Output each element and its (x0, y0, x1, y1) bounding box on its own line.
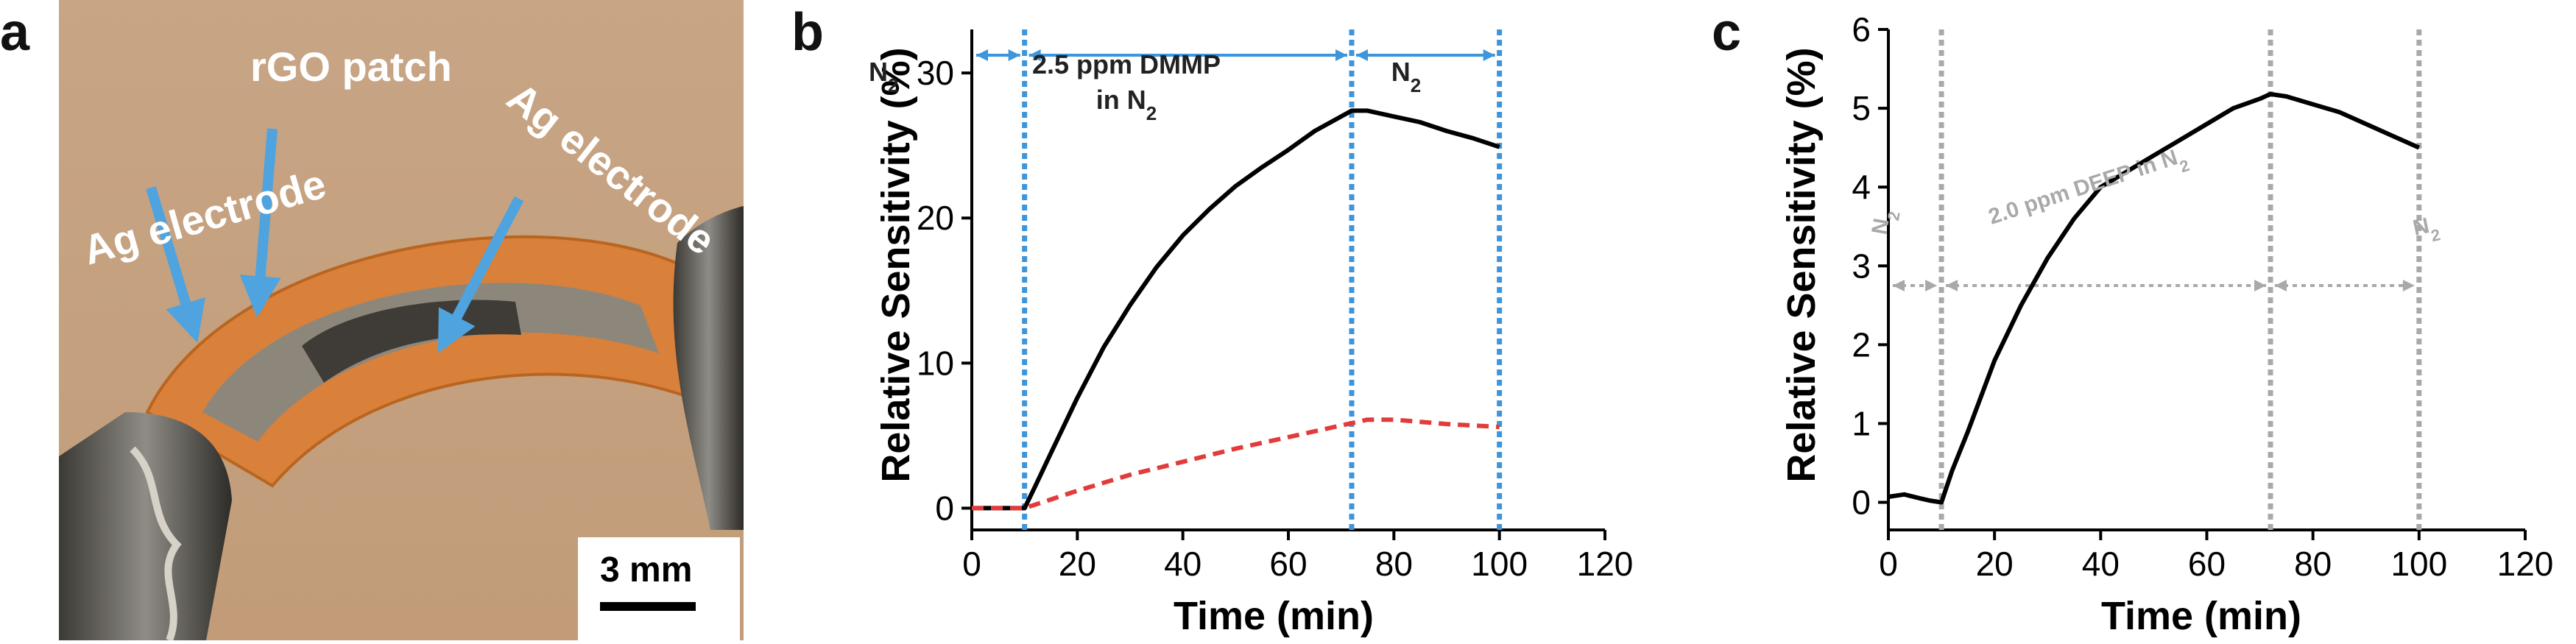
arrow-ag-electrode-left (146, 185, 205, 343)
chart-c-annot-exposure: 2.0 ppm DEEP in N2 (1986, 143, 2192, 237)
chart-c-xtick-label: 40 (2082, 545, 2120, 583)
chart-c-arrowhead (1925, 280, 1938, 291)
chart-c-ytick-label: 6 (1852, 10, 1871, 49)
chart-c-xtick-label: 80 (2294, 545, 2332, 583)
chart-b-series-1 (972, 417, 1500, 511)
arrow-ag-electrode-right (437, 196, 524, 353)
chart-b-xtick-label: 40 (1164, 545, 1201, 583)
chart-b-annot-exposure-line1: 2.5 ppm DMMP (1032, 49, 1221, 79)
chart-b-arrowhead (976, 49, 988, 61)
chart-c-annot-n2-right: N2 (2411, 212, 2442, 249)
chart-b-arrowhead (1335, 49, 1347, 61)
chart-b-xtick-label: 120 (1577, 545, 1634, 583)
chart-b-xtick-label: 100 (1471, 545, 1528, 583)
chart-c-ytick-label: 5 (1852, 89, 1871, 127)
chart-b-annot-n2-right: N2 (1391, 57, 1421, 96)
chart-b-arrowhead (1028, 49, 1041, 61)
chart-c-xtick-label: 60 (2188, 545, 2226, 583)
chart-b-ylabel: Relative Sensitivity (%) (874, 47, 918, 482)
chart-c-arrowhead (2275, 280, 2287, 291)
chart-b-arrowhead (1356, 49, 1368, 61)
chart-b-arrowhead (1008, 49, 1020, 61)
chart-c-xtick-label: 120 (2497, 545, 2554, 583)
chart-c-ytick-label: 2 (1852, 325, 1871, 364)
right-clip (673, 206, 744, 530)
panel-label-c: c (1712, 3, 1742, 62)
panel-label-a: a (0, 3, 30, 62)
chart-c-ytick-label: 4 (1852, 168, 1871, 206)
chart-c-xtick-label: 20 (1976, 545, 2014, 583)
chart-b-ytick-label: 10 (917, 344, 954, 382)
left-clip (59, 412, 232, 640)
chart-c-arrowhead (2254, 280, 2266, 291)
chart-b-xtick-label: 20 (1059, 545, 1096, 583)
chart-c-annot-n2-left: N2 (1867, 208, 1903, 238)
scale-bar-box (578, 537, 740, 640)
chart-c-ytick-label: 1 (1852, 404, 1871, 442)
chart-c-arrowhead (1893, 280, 1905, 291)
chart-b-arrowhead (1483, 49, 1495, 61)
chart-b-ytick-label: 30 (917, 54, 954, 92)
chart-b-xtick-label: 0 (962, 545, 981, 583)
chart-c-xlabel: Time (min) (2101, 594, 2301, 638)
chart-c-arrowhead (1946, 280, 1958, 291)
chart-b-dmmp: 0 20 40 60 80 100 120 0 10 20 30 Time (min) Relati… (869, 29, 1634, 638)
chart-c-xtick-label: 0 (1879, 545, 1898, 583)
chart-b-ytick-label: 0 (935, 489, 954, 527)
chart-c-xtick-label: 100 (2390, 545, 2447, 583)
chart-b-xtick-label: 60 (1269, 545, 1307, 583)
chart-c-arrowhead (2402, 280, 2415, 291)
scale-bar (600, 602, 696, 611)
clip-jaw (130, 446, 182, 642)
sensor-photo-illustration: rGO patch Ag electrode Ag electrode 3 mm (59, 0, 744, 642)
chart-b-ytick-label: 20 (917, 199, 954, 237)
electrode-strip (202, 283, 659, 442)
scale-bar-label: 3 mm (600, 551, 692, 590)
chart-c-ytick-label: 3 (1852, 247, 1871, 285)
sensor-photo: rGO patch Ag electrode Ag electrode 3 mm (59, 0, 744, 642)
chart-b-annot-n2-left: N2 (869, 57, 898, 96)
chart-b-series-0 (972, 108, 1500, 511)
panel-label-b: b (791, 3, 824, 62)
chart-b-xlabel: Time (min) (1174, 594, 1374, 638)
chart-c-ytick-label: 0 (1852, 484, 1871, 522)
chart-c-series-0 (1888, 91, 2421, 505)
chart-c-deep: 0 20 40 60 80 100 120 0 1 2 3 4 5 6 Time (min) Relati… (1779, 10, 2554, 638)
label-rgo-patch: rGO patch (250, 43, 452, 90)
chart-b-annot-exposure-line2: in N2 (1096, 85, 1157, 124)
chart-b-xtick-label: 80 (1375, 545, 1413, 583)
arrow-rgo-patch (239, 128, 281, 318)
chart-c-ylabel: Relative Sensitivity (%) (1779, 47, 1824, 482)
